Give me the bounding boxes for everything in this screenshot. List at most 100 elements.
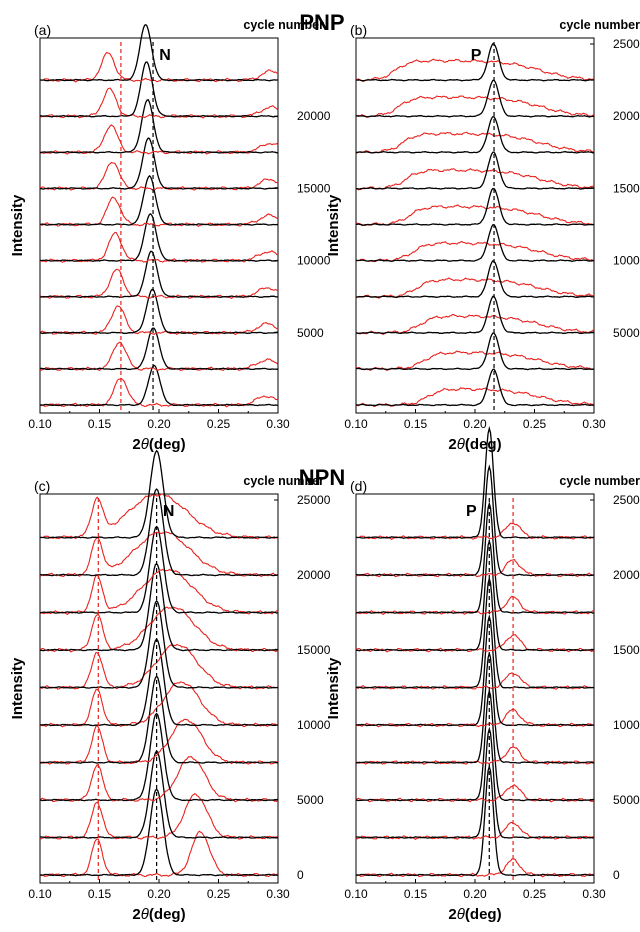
x-tick-label: 0.10	[28, 887, 52, 901]
black-curve	[355, 538, 595, 652]
right-tick-label: 5000	[613, 326, 640, 340]
y-axis-label: Intensity	[9, 657, 26, 719]
x-tick-label: 0.10	[344, 887, 368, 901]
x-tick-label: 0.25	[207, 887, 231, 901]
red-curve	[39, 493, 279, 540]
red-curve	[39, 341, 279, 372]
right-tick-label: 25000	[613, 493, 640, 507]
black-curve	[355, 501, 595, 614]
x-tick-label: 0.20	[147, 417, 171, 431]
right-tick-label: 20000	[613, 109, 640, 123]
peak-label: N	[159, 47, 171, 64]
right-tick-label: 15000	[613, 181, 640, 195]
panels: 0.10 0.15 0.20 0.25 0.30 20000 15000 10000 5000 (…	[9, 18, 640, 923]
black-curve	[355, 79, 595, 118]
right-tick-label: 15000	[297, 643, 331, 657]
black-curve	[39, 488, 279, 577]
red-curve	[39, 161, 279, 191]
black-curve	[39, 137, 279, 190]
right-tick-label: 15000	[297, 181, 331, 195]
black-curve	[39, 638, 279, 727]
x-tick-label: 0.15	[88, 417, 112, 431]
black-curve	[39, 364, 279, 407]
red-curve	[39, 377, 279, 408]
title-npn: NPN	[299, 465, 345, 490]
black-curve	[39, 750, 279, 839]
panel-c: 0.10 0.15 0.20 0.25 0.30 25000 20000 15000 10000…	[9, 449, 331, 923]
red-curve	[355, 387, 595, 408]
red-curve	[355, 168, 595, 191]
black-curve	[355, 425, 595, 539]
y-axis-label: Intensity	[325, 194, 342, 256]
black-curve	[355, 332, 595, 371]
black-curve	[356, 653, 595, 764]
red-curve	[355, 131, 595, 154]
red-curve	[355, 595, 595, 615]
x-tick-label: 0.15	[88, 887, 112, 901]
right-tick-label: 20000	[613, 568, 640, 582]
peak-label: P	[471, 47, 482, 64]
right-tick-label: 5000	[297, 793, 324, 807]
peak-label: N	[163, 503, 175, 520]
x-tick-label: 0.30	[582, 887, 606, 901]
x-tick-label: 0.30	[266, 417, 290, 431]
red-curve	[39, 231, 278, 263]
right-tick-label: 25000	[613, 37, 640, 51]
right-tick-label: 5000	[613, 793, 640, 807]
right-tick-label: 10000	[613, 718, 640, 732]
right-tick-label: 25000	[297, 493, 331, 507]
x-tick-label: 0.20	[147, 887, 171, 901]
red-curve	[355, 240, 595, 263]
title-pnp: PNP	[299, 10, 344, 35]
black-curve	[355, 614, 595, 727]
red-curve	[355, 821, 595, 841]
black-curve	[39, 61, 279, 118]
red-curve	[355, 204, 595, 227]
x-tick-label: 0.25	[523, 887, 547, 901]
panel-b: 0.10 0.15 0.20 0.25 0.30 25000 20000 15000 10000…	[325, 18, 640, 453]
cycle-number-label: cycle number	[243, 18, 324, 32]
black-curve	[39, 712, 279, 802]
right-tick-label: 20000	[297, 568, 331, 582]
black-curve	[355, 116, 595, 154]
right-tick-label: 15000	[613, 643, 640, 657]
black-curve	[39, 99, 279, 154]
black-curve	[39, 327, 279, 371]
black-curve	[39, 24, 279, 82]
x-tick-label: 0.30	[582, 417, 606, 431]
black-curve	[355, 688, 595, 802]
red-curve	[39, 568, 279, 615]
x-tick-label: 0.30	[266, 887, 290, 901]
red-curve	[355, 95, 595, 118]
red-curve	[39, 531, 279, 578]
x-tick-label: 0.10	[344, 417, 368, 431]
black-curve	[39, 599, 279, 689]
black-curve	[355, 224, 595, 262]
panel-label: (b)	[350, 22, 367, 38]
x-tick-label: 0.10	[28, 417, 52, 431]
red-curve	[355, 277, 595, 299]
panel-label: (a)	[34, 22, 51, 38]
panel-d: 0.10 0.15 0.20 0.25 0.30 25000 20000 15000 10000…	[325, 425, 640, 923]
peak-label: P	[466, 503, 477, 520]
red-curve	[355, 708, 595, 728]
right-tick-label: 10000	[297, 254, 331, 268]
red-curve	[355, 858, 595, 878]
black-curve	[39, 288, 279, 335]
y-axis-label: Intensity	[325, 657, 342, 719]
x-axis-label: 2θ(deg)	[132, 436, 185, 453]
black-curve	[355, 764, 595, 877]
x-tick-label: 0.25	[207, 417, 231, 431]
y-axis-label: Intensity	[9, 194, 26, 256]
red-curve	[39, 681, 279, 728]
right-tick-label: 10000	[613, 254, 640, 268]
black-curve	[355, 43, 595, 82]
black-curve	[40, 250, 278, 299]
black-curve	[355, 576, 595, 689]
red-curve	[355, 314, 595, 336]
x-axis-label: 2θ(deg)	[448, 906, 501, 923]
right-tick-label: 20000	[297, 109, 331, 123]
panel-label: (c)	[34, 478, 50, 494]
x-tick-label: 0.15	[404, 417, 428, 431]
